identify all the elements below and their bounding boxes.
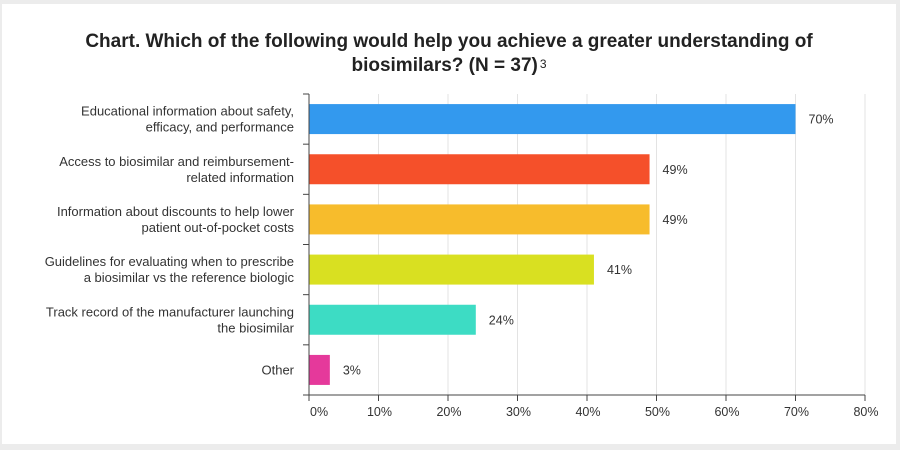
chart-title-line-2: biosimilars? (N = 37) 3 bbox=[2, 54, 896, 78]
x-tick-label: 40% bbox=[575, 405, 600, 419]
category-label: Information about discounts to help lowe… bbox=[57, 204, 295, 219]
category-label: efficacy, and performance bbox=[146, 120, 294, 135]
data-label: 24% bbox=[489, 313, 514, 327]
category-label: Track record of the manufacturer launchi… bbox=[46, 304, 294, 319]
chart-card: Chart. Which of the following would help… bbox=[2, 4, 896, 444]
data-label: 49% bbox=[663, 163, 688, 177]
category-label: Access to biosimilar and reimbursement- bbox=[59, 154, 294, 169]
x-tick-label: 50% bbox=[645, 405, 670, 419]
chart-title: Chart. Which of the following would help… bbox=[2, 30, 896, 78]
x-tick-label: 0% bbox=[310, 405, 328, 419]
category-label: related information bbox=[186, 170, 294, 185]
data-label: 70% bbox=[809, 113, 834, 127]
bar bbox=[309, 204, 650, 235]
category-label: patient out-of-pocket costs bbox=[142, 220, 295, 235]
bar bbox=[309, 154, 650, 185]
bar bbox=[309, 354, 330, 385]
x-tick-label: 20% bbox=[436, 405, 461, 419]
category-label: Guidelines for evaluating when to prescr… bbox=[45, 254, 294, 269]
chart-title-line-1: Chart. Which of the following would help… bbox=[85, 31, 813, 52]
category-label: the biosimilar bbox=[217, 320, 294, 335]
category-label: Other bbox=[261, 362, 294, 377]
category-label: Educational information about safety, bbox=[81, 104, 294, 119]
category-label: a biosimilar vs the reference biologic bbox=[84, 270, 295, 285]
x-tick-label: 80% bbox=[853, 405, 878, 419]
data-label: 41% bbox=[607, 263, 632, 277]
x-tick-label: 30% bbox=[506, 405, 531, 419]
x-tick-label: 10% bbox=[367, 405, 392, 419]
x-tick-label: 60% bbox=[714, 405, 739, 419]
bar bbox=[309, 104, 796, 135]
data-label: 3% bbox=[343, 363, 361, 377]
chart-title-text: biosimilars? (N = 37) bbox=[351, 55, 538, 76]
x-tick-label: 70% bbox=[784, 405, 809, 419]
chart-title-footnote: 3 bbox=[539, 57, 547, 71]
bar bbox=[309, 254, 594, 285]
data-label: 49% bbox=[663, 213, 688, 227]
bar bbox=[309, 304, 476, 335]
